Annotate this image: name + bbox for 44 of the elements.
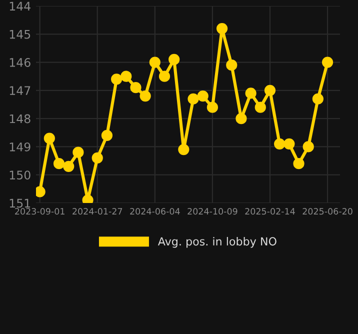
point xyxy=(72,146,84,158)
y-tick-label: 144 xyxy=(10,2,30,10)
point xyxy=(322,56,334,68)
x-tick-label: 2024-10-09 xyxy=(188,208,238,215)
point xyxy=(226,60,238,71)
y-tick-label: 145 xyxy=(10,30,30,39)
point xyxy=(284,138,295,150)
y-tick-label: 149 xyxy=(10,142,30,152)
point xyxy=(254,102,266,113)
point xyxy=(274,138,286,150)
legend-label: Avg. pos. in lobby NO xyxy=(158,236,276,248)
y-tick-label: 151 xyxy=(10,198,30,208)
y-tick-label: 146 xyxy=(10,58,30,67)
point xyxy=(53,158,65,170)
point xyxy=(245,88,256,99)
point xyxy=(158,70,170,82)
point xyxy=(120,70,132,82)
point xyxy=(197,90,208,102)
point xyxy=(111,74,122,85)
y-tick-label: 148 xyxy=(10,114,30,124)
point xyxy=(168,54,180,66)
x-tick-label: 2024-06-04 xyxy=(130,208,180,215)
x-tick-label: 2024-01-27 xyxy=(72,208,122,215)
point xyxy=(264,84,276,96)
x-tick-label: 2025-06-20 xyxy=(302,208,352,215)
point xyxy=(178,144,190,156)
y-tick-label: 150 xyxy=(10,170,30,180)
y-tick-label: 147 xyxy=(10,86,30,95)
point xyxy=(44,132,55,144)
x-tick-label: 2023-09-01 xyxy=(15,208,64,215)
point xyxy=(302,141,314,152)
point xyxy=(63,160,74,172)
x-tick-label: 2025-02-14 xyxy=(245,208,295,215)
point xyxy=(149,56,160,68)
point xyxy=(216,22,228,34)
point xyxy=(312,93,324,104)
point xyxy=(140,90,151,102)
point xyxy=(236,113,247,124)
point xyxy=(293,158,304,170)
point xyxy=(101,130,113,142)
point xyxy=(188,93,199,104)
point xyxy=(130,82,142,94)
point xyxy=(92,152,103,164)
point xyxy=(206,102,218,113)
